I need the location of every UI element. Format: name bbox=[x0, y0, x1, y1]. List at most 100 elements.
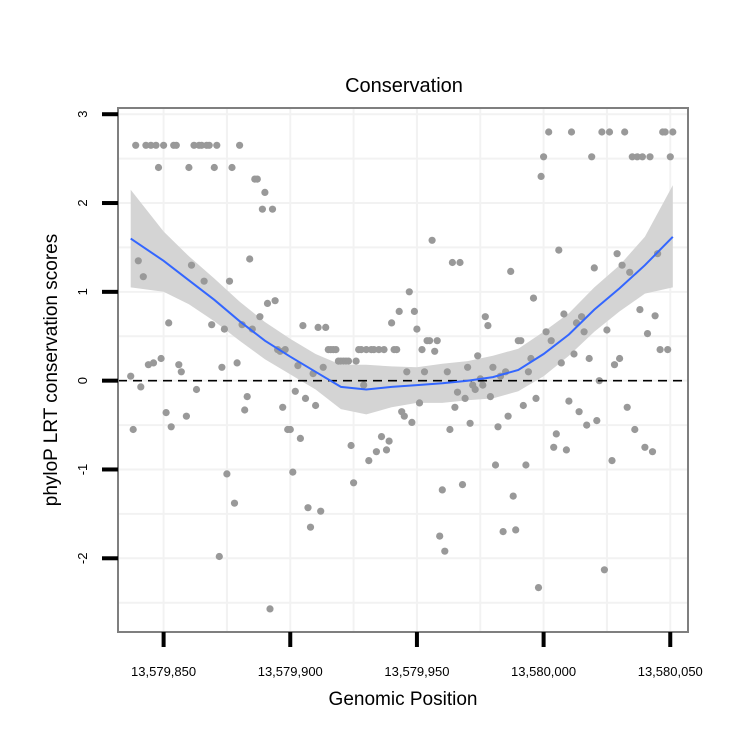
y-axis-label: phyloP LRT conservation scores bbox=[41, 234, 62, 507]
data-point bbox=[377, 433, 386, 441]
data-point bbox=[540, 153, 548, 161]
data-point bbox=[578, 313, 586, 321]
data-point bbox=[157, 354, 165, 363]
data-point bbox=[385, 437, 393, 445]
data-point bbox=[208, 321, 216, 329]
data-point bbox=[507, 267, 515, 275]
data-point bbox=[562, 446, 571, 454]
data-point bbox=[258, 205, 266, 213]
data-point bbox=[628, 153, 636, 161]
data-point bbox=[446, 425, 454, 434]
data-point bbox=[243, 393, 251, 401]
data-point bbox=[228, 163, 236, 172]
x-axis-label: Genomic Position bbox=[329, 689, 478, 710]
data-point bbox=[395, 307, 403, 315]
data-point bbox=[220, 325, 228, 333]
data-point bbox=[494, 423, 502, 431]
data-point bbox=[456, 258, 464, 267]
data-point bbox=[241, 406, 249, 414]
data-point bbox=[458, 481, 467, 489]
data-point bbox=[246, 255, 254, 263]
data-point bbox=[666, 153, 674, 161]
data-point bbox=[223, 470, 231, 478]
data-point bbox=[499, 528, 507, 536]
data-point bbox=[165, 319, 173, 327]
x-tick-label: 13,579,850 bbox=[131, 664, 196, 679]
y-tick-label: 1 bbox=[75, 288, 90, 295]
data-point bbox=[656, 346, 664, 354]
data-point bbox=[299, 322, 307, 330]
data-point bbox=[512, 526, 520, 534]
data-point bbox=[362, 346, 370, 354]
data-point bbox=[466, 419, 474, 427]
data-point bbox=[319, 363, 327, 371]
data-point bbox=[403, 368, 411, 376]
data-point bbox=[160, 141, 168, 149]
data-point bbox=[408, 418, 416, 426]
data-point bbox=[291, 387, 299, 395]
data-point bbox=[517, 337, 525, 345]
data-point bbox=[537, 172, 545, 180]
data-point bbox=[428, 236, 436, 244]
data-point bbox=[552, 430, 560, 438]
data-point bbox=[127, 372, 135, 380]
data-point bbox=[380, 346, 388, 354]
data-point bbox=[448, 258, 456, 267]
data-point bbox=[489, 363, 497, 371]
data-point bbox=[532, 394, 540, 402]
data-point bbox=[388, 319, 396, 327]
x-tick-label: 13,580,000 bbox=[511, 664, 576, 679]
data-point bbox=[210, 163, 218, 172]
data-point bbox=[605, 128, 614, 136]
data-point bbox=[638, 153, 647, 161]
data-point bbox=[375, 346, 383, 354]
x-tick-label: 13,580,050 bbox=[638, 664, 703, 679]
data-point bbox=[167, 423, 175, 431]
data-point bbox=[550, 443, 558, 451]
data-point bbox=[365, 457, 373, 465]
data-point bbox=[598, 128, 606, 136]
data-point bbox=[583, 421, 591, 429]
data-point bbox=[464, 363, 472, 371]
data-point bbox=[187, 261, 196, 269]
data-point bbox=[431, 347, 439, 355]
data-point bbox=[542, 328, 550, 336]
data-point bbox=[253, 175, 261, 183]
data-point bbox=[631, 425, 639, 434]
plot-panel-border bbox=[117, 107, 689, 633]
data-point bbox=[314, 323, 322, 331]
data-point bbox=[182, 412, 190, 420]
data-point bbox=[623, 403, 631, 411]
data-point bbox=[289, 468, 297, 476]
data-point bbox=[471, 385, 479, 394]
data-point bbox=[461, 394, 469, 402]
data-point bbox=[263, 299, 272, 307]
data-point bbox=[382, 446, 391, 454]
data-point bbox=[256, 313, 264, 321]
data-point bbox=[372, 448, 380, 456]
y-tick-label: 2 bbox=[75, 199, 90, 206]
data-point bbox=[185, 163, 193, 172]
data-point bbox=[565, 397, 573, 405]
data-point bbox=[545, 128, 553, 136]
data-point bbox=[175, 361, 183, 369]
data-point bbox=[426, 337, 434, 345]
data-point bbox=[415, 399, 424, 407]
data-point bbox=[616, 354, 624, 363]
data-point bbox=[405, 288, 413, 296]
y-axis: -2 -1 0 1 2 3 bbox=[75, 111, 118, 564]
data-point bbox=[438, 486, 446, 494]
data-point bbox=[474, 352, 482, 360]
data-point bbox=[567, 128, 576, 136]
data-point bbox=[152, 141, 160, 149]
data-point bbox=[322, 323, 330, 331]
data-point bbox=[664, 346, 672, 354]
data-point bbox=[484, 322, 492, 330]
smooth-trend-line bbox=[130, 236, 674, 391]
data-point bbox=[357, 346, 365, 354]
data-point bbox=[296, 434, 304, 442]
data-point bbox=[279, 403, 287, 411]
data-point bbox=[154, 163, 163, 172]
data-point bbox=[205, 141, 213, 149]
data-point bbox=[236, 141, 244, 149]
